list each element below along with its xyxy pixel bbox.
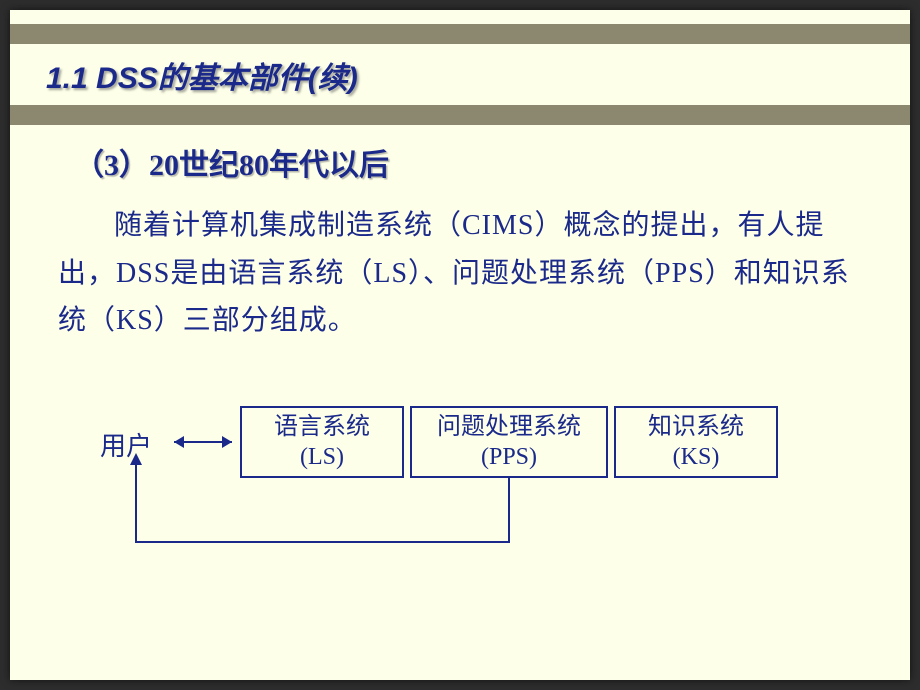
decor-stripe-top — [10, 24, 910, 44]
arrowhead-right — [222, 436, 232, 448]
box-ls-line2: (LS) — [300, 442, 344, 472]
box-ls-line1: 语言系统 — [274, 412, 370, 442]
slide: 1.1 DSS的基本部件(续) （3）20世纪80年代以后 随着计算机集成制造系… — [10, 10, 910, 680]
slide-title: 1.1 DSS的基本部件(续) — [46, 53, 358, 97]
decor-stripe-bottom — [10, 105, 910, 125]
box-pps-line2: (PPS) — [481, 442, 537, 472]
arrowhead-left — [174, 436, 184, 448]
box-ks-line1: 知识系统 — [648, 412, 744, 442]
box-ks-line2: (KS) — [673, 442, 720, 472]
content-area: （3）20世纪80年代以后 随着计算机集成制造系统（CIMS）概念的提出，有人提… — [54, 140, 866, 345]
title-band: 1.1 DSS的基本部件(续) — [10, 44, 910, 105]
box-pps: 问题处理系统 (PPS) — [410, 406, 608, 478]
box-pps-line1: 问题处理系统 — [437, 412, 581, 442]
arrowhead-up — [130, 453, 142, 465]
box-ks: 知识系统 (KS) — [614, 406, 778, 478]
box-ls: 语言系统 (LS) — [240, 406, 404, 478]
subheading: （3）20世纪80年代以后 — [74, 140, 866, 184]
flowchart-diagram: 用户 语言系统 (LS) 问题处理系统 (PPS) 知识系统 (KS) — [100, 400, 840, 620]
body-paragraph: 随着计算机集成制造系统（CIMS）概念的提出，有人提出，DSS是由语言系统（LS… — [58, 202, 862, 345]
